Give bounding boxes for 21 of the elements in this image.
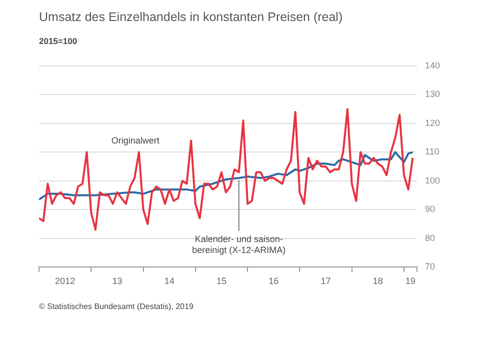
- x-tick-label: 14: [164, 276, 174, 286]
- x-tick-label: 17: [320, 276, 331, 286]
- chart-title: Umsatz des Einzelhandels in konstanten Preisen (real): [39, 10, 343, 24]
- x-tick-label: 19: [405, 276, 416, 286]
- y-tick-label: 70: [425, 261, 436, 272]
- x-tick-label: 16: [268, 276, 279, 286]
- y-tick-label: 120: [425, 118, 440, 128]
- x-tick-label: 13: [112, 276, 122, 286]
- chart-subtitle: 2015=100: [39, 36, 78, 46]
- x-tick-label: 15: [216, 276, 226, 286]
- x-tick-label: 2012: [55, 276, 76, 286]
- y-tick-label: 140: [425, 60, 440, 70]
- y-tick-label: 130: [425, 89, 440, 100]
- annotation: Originalwert: [111, 135, 160, 146]
- y-tick-label: 110: [425, 146, 440, 157]
- y-tick-label: 80: [425, 232, 436, 243]
- y-tick-label: 100: [425, 175, 440, 186]
- text: © Statistisches Bundesamt (Destatis), 2019: [39, 302, 194, 311]
- y-tick-label: 90: [425, 204, 436, 214]
- x-tick-label: 18: [372, 276, 383, 286]
- annotation: Kalender- und saison- bereinigt (X-12-ARIMA): [192, 234, 286, 255]
